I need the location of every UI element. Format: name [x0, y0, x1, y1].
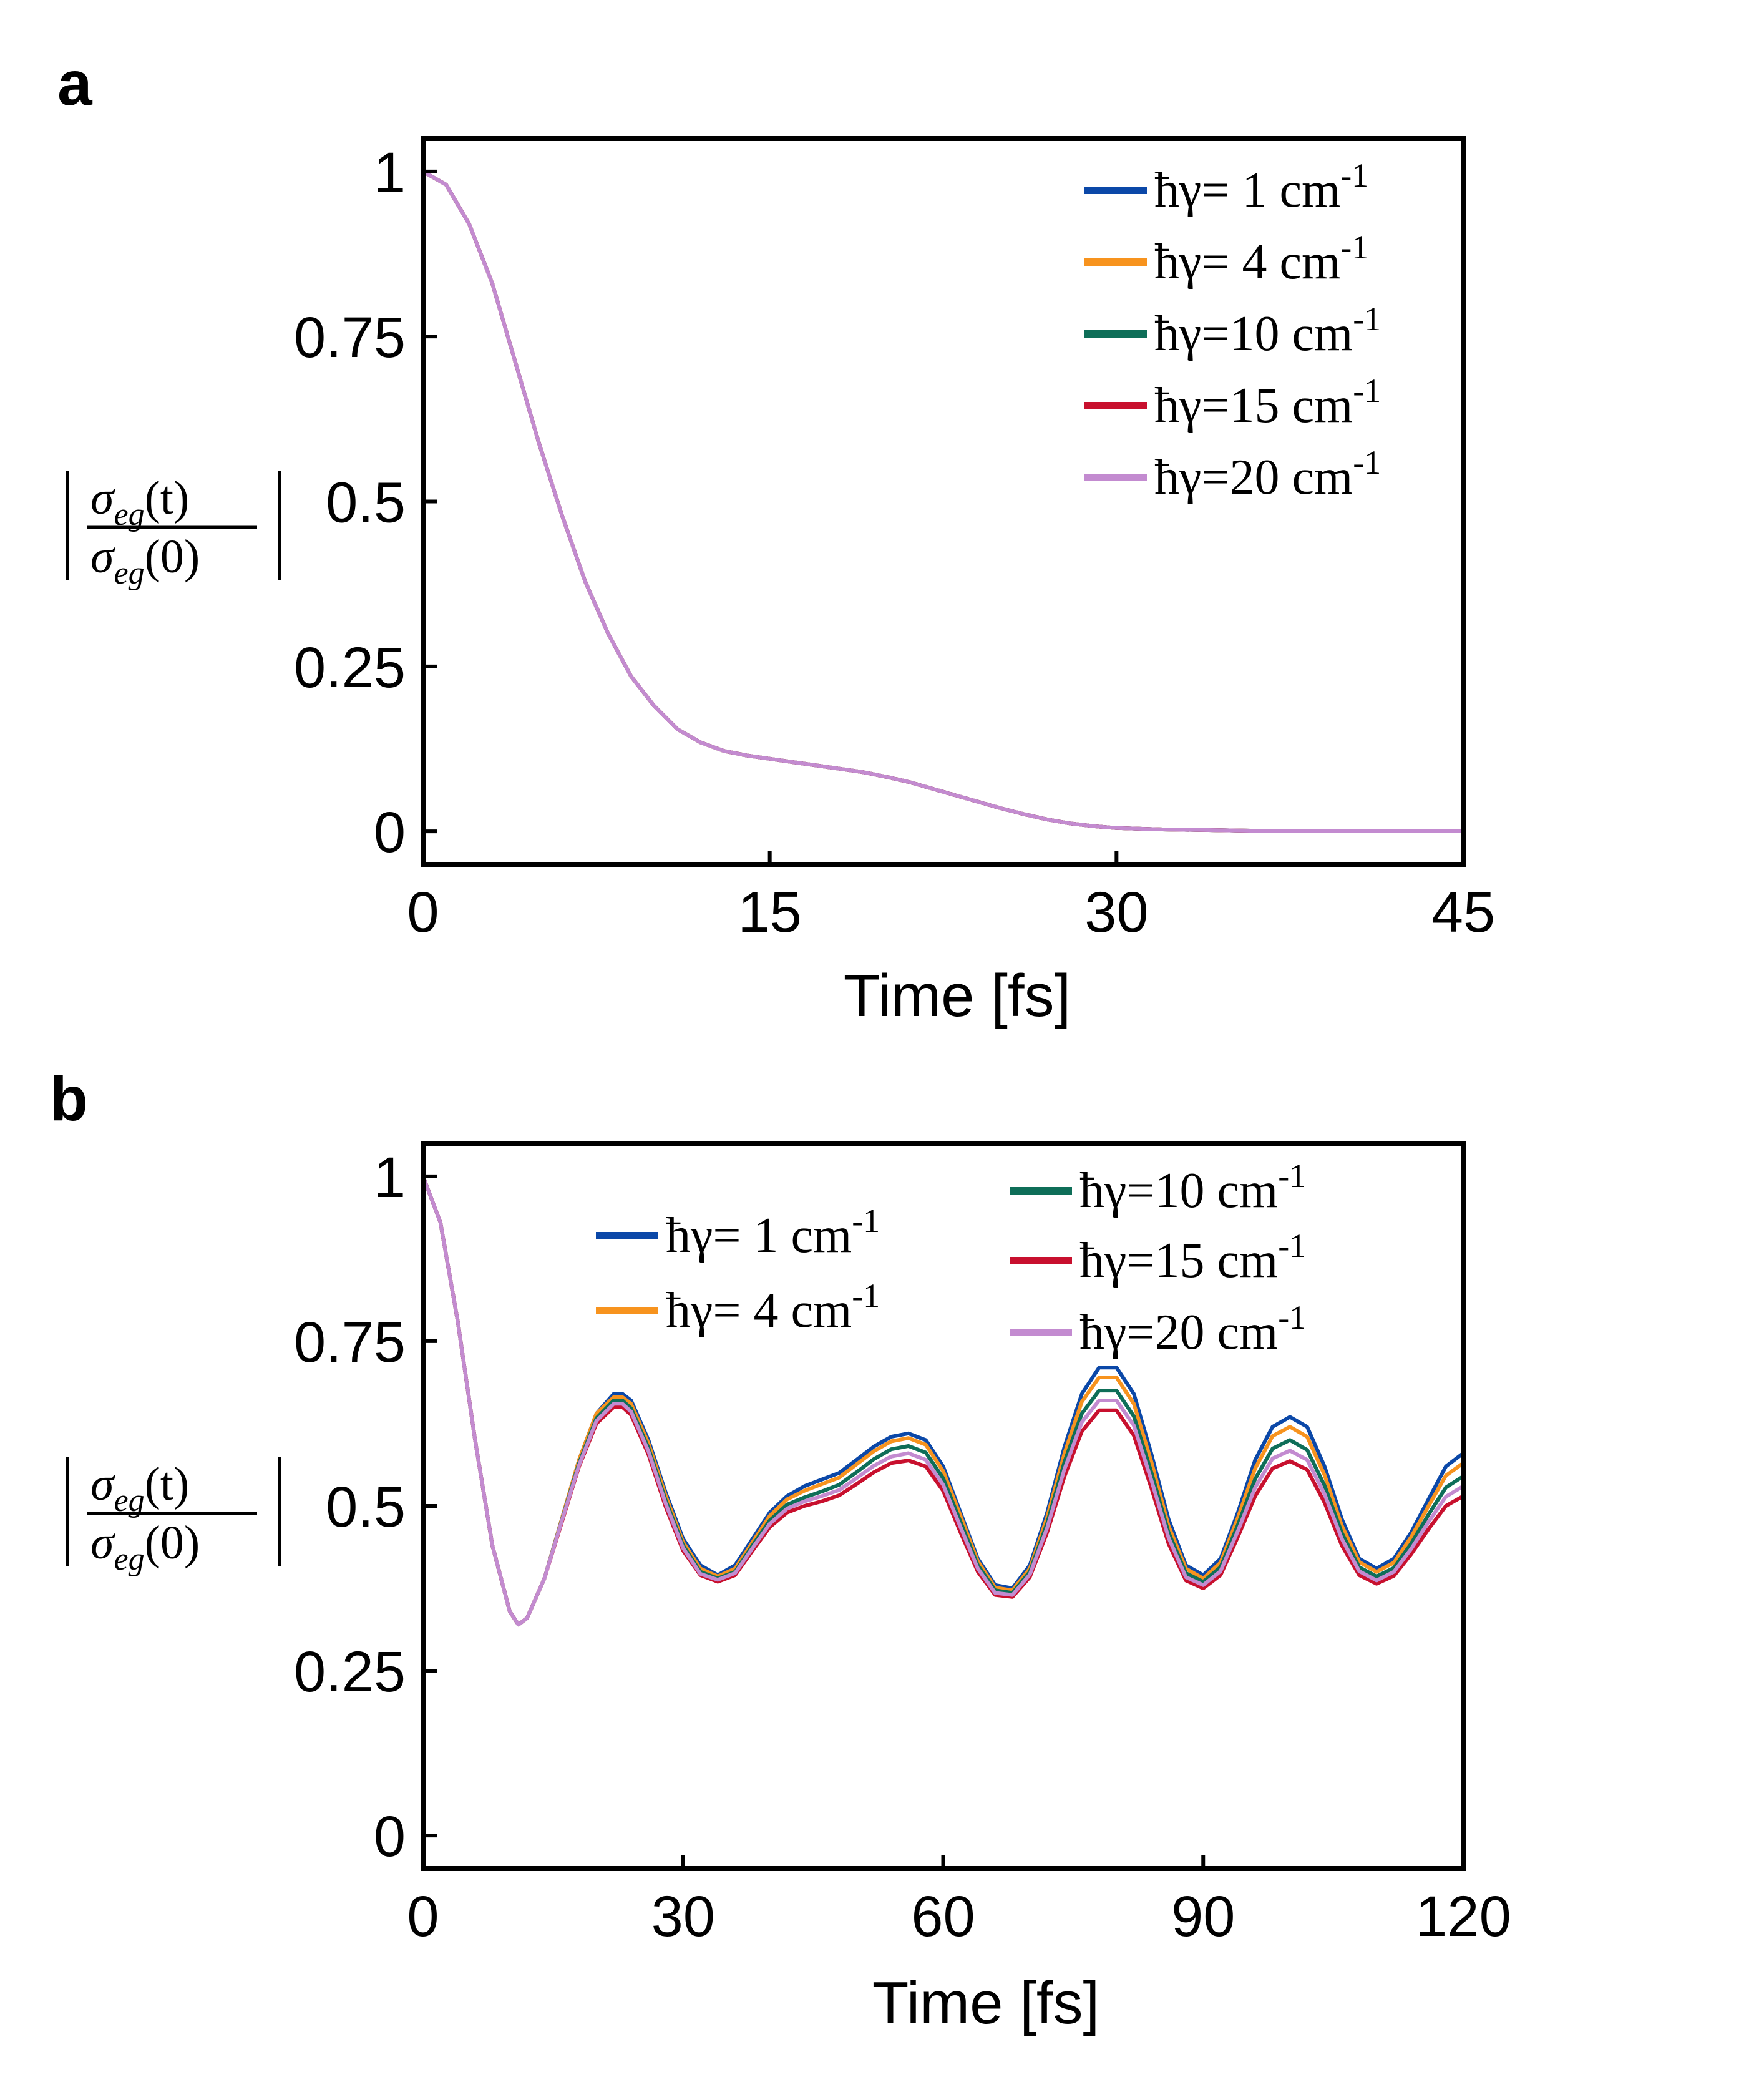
panel-a-series-lines — [421, 169, 1465, 833]
legend-entry: ħγ=20 cm-1 — [1010, 1299, 1306, 1360]
panel-a-y-axis-label: σeg(t) σeg(0) — [66, 471, 281, 591]
legend-label: ħγ=10 cm-1 — [1154, 300, 1381, 361]
x-tick-label: 30 — [651, 1885, 715, 1948]
panel-a-plot: 0 15 30 45 0 0.25 0.5 0.75 1 — [294, 136, 1495, 944]
y-tick-label: 0.5 — [326, 1475, 406, 1539]
denominator: σeg(0) — [90, 1517, 200, 1577]
x-tick-label: 60 — [911, 1885, 975, 1948]
legend-label: ħγ= 1 cm-1 — [1154, 157, 1368, 218]
legend-label: ħγ=15 cm-1 — [1079, 1227, 1306, 1288]
y-tick-label: 0.25 — [294, 1640, 406, 1704]
denominator: σeg(0) — [90, 530, 200, 591]
legend-entry: ħγ=10 cm-1 — [1084, 300, 1381, 361]
x-tick-label: 30 — [1084, 881, 1148, 944]
y-tick-label: 0 — [374, 801, 406, 864]
panel-a: a 0 15 30 45 0 0.25 0.5 0.75 1 Time [fs] σeg(t)… — [57, 49, 1495, 1029]
x-tick-label: 90 — [1171, 1885, 1235, 1948]
legend-label: ħγ= 4 cm-1 — [1154, 228, 1368, 290]
y-tick-label: 0.75 — [294, 1311, 406, 1374]
legend-entry: ħγ= 4 cm-1 — [1084, 228, 1368, 290]
legend-label: ħγ= 4 cm-1 — [666, 1277, 880, 1338]
legend-entry: ħγ=20 cm-1 — [1084, 444, 1381, 505]
series-line-5 — [421, 169, 1465, 833]
legend-label: ħγ=20 cm-1 — [1079, 1299, 1306, 1360]
x-tick-label: 15 — [738, 881, 801, 944]
legend-entry: ħγ=15 cm-1 — [1084, 372, 1381, 433]
panel-b-label: b — [50, 1064, 88, 1134]
panel-b-y-ticks: 0 0.25 0.5 0.75 1 — [294, 1146, 437, 1869]
legend-label: ħγ=20 cm-1 — [1154, 444, 1381, 505]
panel-a-label: a — [57, 49, 93, 119]
y-tick-label: 0 — [374, 1805, 406, 1869]
x-tick-label: 0 — [407, 881, 439, 944]
legend-label: ħγ= 1 cm-1 — [666, 1202, 880, 1263]
panel-b-x-ticks: 0 30 60 90 120 — [407, 1855, 1511, 1948]
series-line-5 — [421, 1174, 1465, 1627]
y-tick-label: 1 — [374, 1146, 406, 1210]
panel-b: b 0 30 60 90 120 0 0.25 0.5 0.75 1 Time [fs] σeg… — [50, 1064, 1511, 2036]
panel-a-y-ticks: 0 0.25 0.5 0.75 1 — [294, 141, 437, 864]
panel-a-legend: ħγ= 1 cm-1 ħγ= 4 cm-1 ħγ=10 cm-1 ħγ=15 cm-1… — [1084, 157, 1381, 505]
y-tick-label: 0.75 — [294, 306, 406, 369]
panel-b-legend: ħγ= 1 cm-1 ħγ= 4 cm-1 ħγ=10 cm-1 ħγ=15 cm-1… — [596, 1157, 1306, 1360]
panel-b-plot: 0 30 60 90 120 0 0.25 0.5 0.75 1 — [294, 1141, 1511, 1948]
y-tick-label: 1 — [374, 141, 406, 205]
legend-entry: ħγ= 1 cm-1 — [1084, 157, 1368, 218]
legend-label: ħγ=10 cm-1 — [1079, 1157, 1306, 1218]
x-tick-label: 0 — [407, 1885, 439, 1948]
x-tick-label: 120 — [1415, 1885, 1511, 1948]
legend-entry: ħγ=15 cm-1 — [1010, 1227, 1306, 1288]
panel-b-y-axis-label: σeg(t) σeg(0) — [66, 1457, 281, 1577]
legend-entry: ħγ=10 cm-1 — [1010, 1157, 1306, 1218]
y-tick-label: 0.5 — [326, 471, 406, 535]
legend-entry: ħγ= 4 cm-1 — [596, 1277, 880, 1338]
panel-a-x-ticks: 0 15 30 45 — [407, 851, 1495, 944]
y-tick-label: 0.25 — [294, 636, 406, 700]
x-tick-label: 45 — [1431, 881, 1495, 944]
legend-label: ħγ=15 cm-1 — [1154, 372, 1381, 433]
panel-a-x-axis-label: Time [fs] — [844, 962, 1071, 1029]
panel-b-x-axis-label: Time [fs] — [872, 1970, 1099, 2036]
legend-entry: ħγ= 1 cm-1 — [596, 1202, 880, 1263]
panel-b-series-lines — [421, 1174, 1465, 1627]
